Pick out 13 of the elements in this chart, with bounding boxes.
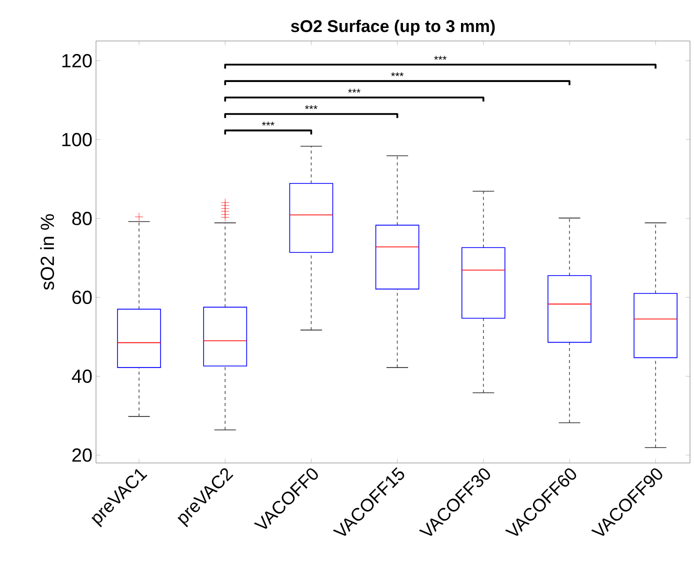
annotation: *** xyxy=(391,72,404,76)
annotation: *** xyxy=(305,105,318,110)
annotation: *** xyxy=(348,88,360,93)
y-tick-label: 120 xyxy=(62,54,92,68)
chart-title: sO2 Surface (up to 3 mm) xyxy=(291,20,495,36)
y-tick-label: 60 xyxy=(72,290,92,304)
y-axis-title: sO2 in % xyxy=(40,214,54,290)
y-tick-label: 40 xyxy=(72,370,92,383)
y-tick-label: 20 xyxy=(72,448,92,462)
annotation: *** xyxy=(262,122,274,126)
y-tick-label: 80 xyxy=(72,212,92,226)
annotation: *** xyxy=(434,56,447,60)
y-tick-label: 100 xyxy=(62,132,92,146)
